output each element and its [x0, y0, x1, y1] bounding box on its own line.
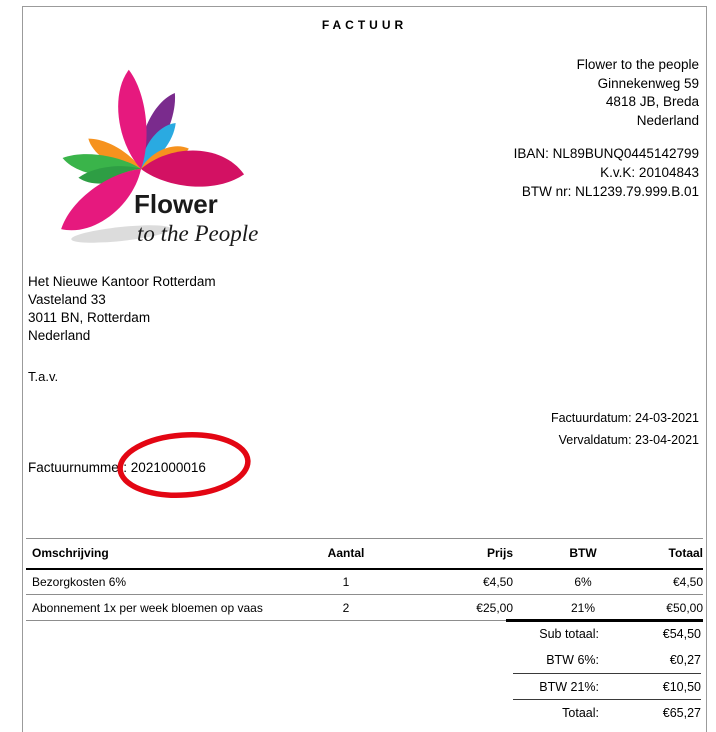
- invoice-date-label: Factuurdatum:: [550, 411, 632, 425]
- item-price: €25,00: [401, 594, 513, 621]
- invoice-number-value: 2021000016: [130, 460, 206, 475]
- due-date-label: Vervaldatum:: [558, 433, 632, 447]
- col-prijs: Prijs: [401, 538, 513, 570]
- vat21-value: €10,50: [662, 679, 701, 694]
- table-header-row: Omschrijving Aantal Prijs BTW Totaal: [26, 538, 703, 570]
- col-totaal: Totaal: [653, 538, 703, 570]
- invoice-number-line: Factuurnummer: 2021000016: [28, 460, 206, 475]
- invoice-page: FACTUUR Flower to the people Ginnekenweg…: [22, 6, 707, 732]
- logo-tagline: to the People: [137, 221, 258, 246]
- item-description: Abonnement 1x per week bloemen op vaas: [26, 594, 291, 621]
- logo-wordmark: Flower: [134, 189, 218, 219]
- attention-line: T.a.v.: [28, 369, 59, 384]
- sender-name: Flower to the people: [576, 57, 699, 72]
- col-btw: BTW: [513, 538, 653, 570]
- item-description: Bezorgkosten 6%: [26, 568, 291, 595]
- sender-street: Ginnekenweg 59: [597, 75, 699, 91]
- due-date-value: 23-04-2021: [635, 433, 699, 447]
- item-price: €4,50: [401, 568, 513, 595]
- subtotal-label: Sub totaal:: [539, 627, 599, 641]
- due-date-line: Vervaldatum: 23-04-2021: [551, 429, 699, 451]
- sender-address: Flower to the people Ginnekenweg 59 4818…: [577, 56, 699, 130]
- grand-total-label: Totaal:: [562, 705, 599, 720]
- customer-city: 3011 BN, Rotterdam: [28, 310, 151, 325]
- kvk-line: K.v.K: 20104843: [600, 165, 699, 180]
- item-quantity: 2: [291, 594, 401, 621]
- item-total: €4,50: [653, 568, 703, 595]
- totals-section: Sub totaal: €54,50 BTW 6%: €0,27 BTW 21%…: [513, 621, 701, 725]
- invoice-number-label: Factuurnummer:: [28, 460, 128, 475]
- item-total: €50,00: [653, 594, 703, 621]
- subtotal-value: €54,50: [662, 627, 701, 641]
- vat6-label: BTW 6%:: [546, 653, 599, 667]
- line-items-table: Omschrijving Aantal Prijs BTW Totaal Bez…: [26, 538, 703, 621]
- customer-country: Nederland: [28, 328, 91, 343]
- sender-city: 4818 JB, Breda: [605, 94, 699, 109]
- page-title: FACTUUR: [321, 18, 408, 32]
- col-aantal: Aantal: [291, 538, 401, 570]
- customer-address: Het Nieuwe Kantoor Rotterdam Vasteland 3…: [28, 273, 216, 345]
- table-row: Abonnement 1x per week bloemen op vaas 2…: [26, 594, 703, 621]
- item-vat: 21%: [513, 594, 653, 621]
- vat6-row: BTW 6%: €0,27: [513, 647, 701, 673]
- totals-top-rule: [506, 619, 703, 622]
- invoice-date-value: 24-03-2021: [635, 411, 699, 425]
- invoice-date-line: Factuurdatum: 24-03-2021: [551, 407, 699, 429]
- col-omschrijving: Omschrijving: [26, 538, 291, 570]
- customer-street: Vasteland 33: [28, 292, 106, 307]
- invoice-dates: Factuurdatum: 24-03-2021 Vervaldatum: 23…: [551, 407, 699, 451]
- logo-shadow-icon: [71, 225, 171, 243]
- vat21-label: BTW 21%:: [539, 679, 599, 694]
- grand-total-value: €65,27: [662, 705, 701, 720]
- btw-line: BTW nr: NL1239.79.999.B.01: [521, 184, 699, 199]
- flower-logo: Flower to the People: [61, 69, 258, 246]
- subtotal-row: Sub totaal: €54,50: [513, 621, 701, 647]
- table-row: Bezorgkosten 6% 1 €4,50 6% €4,50: [26, 568, 703, 595]
- grand-total-row: Totaal: €65,27: [513, 699, 701, 725]
- sender-country: Nederland: [636, 112, 699, 128]
- item-vat: 6%: [513, 568, 653, 595]
- customer-name: Het Nieuwe Kantoor Rotterdam: [28, 274, 216, 289]
- vat21-row: BTW 21%: €10,50: [513, 673, 701, 699]
- registration-info: IBAN: NL89BUNQ0445142799 K.v.K: 20104843…: [514, 144, 699, 201]
- iban-line: IBAN: NL89BUNQ0445142799: [513, 146, 699, 161]
- item-quantity: 1: [291, 568, 401, 595]
- vat6-value: €0,27: [669, 653, 701, 667]
- flower-petals-icon: [61, 69, 245, 231]
